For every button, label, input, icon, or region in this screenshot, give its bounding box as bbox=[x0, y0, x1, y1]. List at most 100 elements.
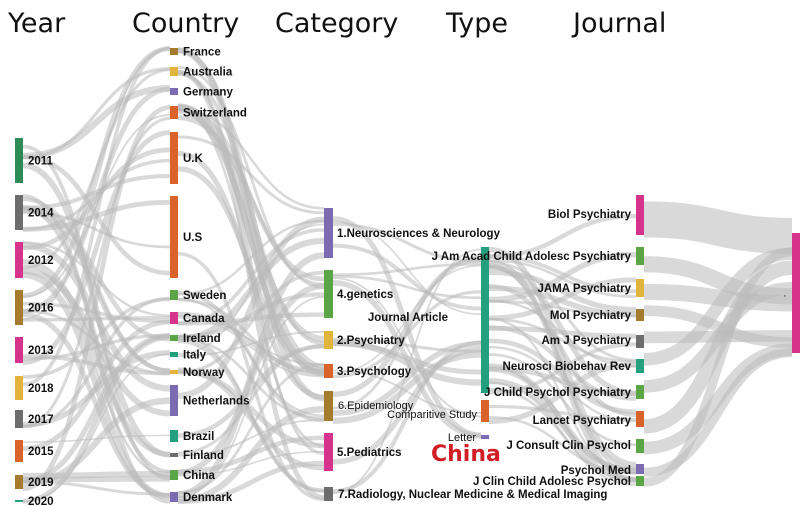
header-country: Country bbox=[132, 8, 239, 39]
flow-link bbox=[177, 103, 325, 343]
country-node-bar bbox=[170, 196, 178, 278]
journal-node-label: J Child Psychol Psychiatry bbox=[484, 387, 632, 399]
country-node-label: U.S bbox=[183, 232, 203, 244]
country-node-label: China bbox=[183, 470, 216, 482]
journal-node-label: J Consult Clin Psychol bbox=[506, 440, 631, 452]
year-node-bar bbox=[15, 410, 23, 428]
flow-link bbox=[488, 251, 637, 303]
country-node-bar bbox=[170, 312, 178, 324]
country-node-bar bbox=[170, 453, 178, 457]
year-node-bar bbox=[15, 290, 23, 325]
year-node-bar bbox=[15, 376, 23, 400]
flow-link bbox=[177, 337, 325, 420]
flow-link bbox=[22, 130, 171, 365]
flow-link bbox=[332, 339, 482, 386]
flow-link bbox=[177, 435, 325, 475]
country-node-bar bbox=[170, 492, 178, 502]
flow-link bbox=[488, 361, 637, 425]
year-node-label: 2011 bbox=[28, 156, 54, 168]
year-node-label: 2020 bbox=[28, 496, 54, 506]
year-node-bar bbox=[15, 242, 23, 278]
flow-link bbox=[332, 341, 482, 416]
flow-link bbox=[177, 166, 325, 375]
flow-link bbox=[332, 290, 482, 379]
category-node-label: 1.Neurosciences & Neurology bbox=[337, 228, 501, 240]
sink-node-bar bbox=[792, 233, 800, 353]
flow-link bbox=[332, 243, 482, 311]
country-node-label: Italy bbox=[183, 350, 207, 362]
flow-link bbox=[488, 285, 637, 318]
journal-node-bar bbox=[636, 279, 644, 297]
flow-link bbox=[177, 312, 325, 326]
country-node-bar bbox=[170, 430, 178, 442]
flow-link bbox=[177, 316, 325, 378]
flow-link bbox=[488, 326, 637, 339]
flow-link bbox=[22, 67, 171, 160]
flow-link bbox=[22, 259, 171, 458]
flow-link bbox=[22, 264, 171, 478]
country-node-label: Sweden bbox=[183, 290, 226, 302]
flow-link bbox=[643, 247, 793, 487]
category-node-label: 5.Pediatrics bbox=[337, 447, 402, 459]
flow-link bbox=[332, 274, 482, 300]
flow-link bbox=[22, 208, 171, 373]
category-node-label: 7.Radiology, Nuclear Medicine & Medical … bbox=[338, 489, 607, 501]
flow-link bbox=[488, 260, 637, 362]
year-node-label: 2016 bbox=[28, 303, 54, 315]
flow-link bbox=[177, 270, 325, 375]
flow-link bbox=[22, 162, 171, 458]
header-journal: Journal bbox=[571, 8, 666, 39]
flow-link bbox=[177, 297, 325, 377]
country-node-label: Brazil bbox=[183, 431, 214, 443]
flow-link bbox=[643, 260, 793, 434]
year-node-label: 2013 bbox=[28, 345, 54, 357]
category-node-bar bbox=[324, 270, 333, 318]
journal-node-bar bbox=[636, 195, 644, 235]
journal-node-bar bbox=[636, 439, 644, 453]
journal-node-bar bbox=[636, 476, 644, 486]
year-node-bar bbox=[15, 440, 23, 462]
flow-link bbox=[488, 346, 637, 423]
flow-link bbox=[643, 201, 793, 254]
country-node-bar bbox=[170, 106, 178, 119]
flow-links bbox=[22, 46, 793, 504]
flow-link bbox=[177, 70, 325, 456]
journal-node-label: Lancet Psychiatry bbox=[533, 415, 632, 427]
journal-node-label: Psychol Med bbox=[561, 465, 631, 477]
category-node-label: 6.Epidemiology bbox=[338, 400, 414, 412]
category-node-label: 2.Psychiatry bbox=[337, 335, 405, 347]
flow-link bbox=[177, 450, 325, 477]
year-node-bar bbox=[15, 500, 23, 502]
country-node-bar bbox=[170, 370, 178, 374]
category-node-bar bbox=[324, 391, 333, 421]
journal-node-label: J Clin Child Adolesc Psychol bbox=[473, 476, 631, 488]
type-node-label: Letter bbox=[448, 432, 476, 444]
country-node-label: Netherlands bbox=[183, 396, 249, 408]
header-category: Category bbox=[275, 8, 398, 39]
journal-node-label: J Am Acad Child Adolesc Psychiatry bbox=[432, 251, 632, 263]
journal-node-bar bbox=[636, 335, 644, 348]
journal-node-label: Neurosci Biobehav Rev bbox=[503, 361, 632, 373]
flow-link bbox=[177, 368, 325, 449]
category-node-bar bbox=[324, 331, 333, 349]
year-node-bar bbox=[15, 138, 23, 183]
country-node-bar bbox=[170, 335, 178, 341]
header-year: Year bbox=[7, 8, 66, 39]
node-labels: 2011 2014 2012 2016 2013 2018 2017 2015 2019 2020… bbox=[28, 47, 632, 506]
year-node-bar bbox=[15, 475, 23, 489]
year-node-label: 2015 bbox=[28, 446, 54, 458]
category-node-bar bbox=[324, 208, 333, 258]
flow-link bbox=[22, 333, 171, 361]
country-node-bar bbox=[170, 88, 178, 95]
journal-node-label: Mol Psychiatry bbox=[550, 310, 632, 322]
year-node-label: 2012 bbox=[28, 255, 54, 267]
journal-node-label: Biol Psychiatry bbox=[548, 209, 632, 221]
flow-link bbox=[22, 116, 171, 428]
type-node-label: Journal Article bbox=[368, 312, 448, 324]
flow-link bbox=[177, 418, 325, 457]
country-node-bar bbox=[170, 290, 178, 300]
country-node-bar bbox=[170, 385, 178, 416]
flow-link bbox=[177, 216, 325, 399]
country-node-label: Finland bbox=[183, 450, 224, 462]
